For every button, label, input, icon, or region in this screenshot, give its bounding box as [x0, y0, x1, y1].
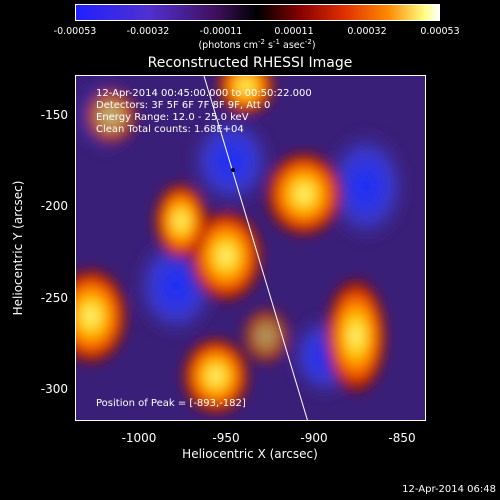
colorbar-tick: -0.00053 — [53, 26, 97, 37]
source-blob — [83, 86, 139, 146]
source-blob — [324, 276, 388, 396]
colorbar — [75, 4, 440, 21]
x-tick-label: -1000 — [121, 431, 157, 445]
colorbar-tick: -0.00011 — [199, 26, 243, 37]
peak-marker — [231, 168, 235, 172]
rhessi-image-plot: 12-Apr-2014 00:45:00.000 to 00:50:22.000… — [75, 75, 426, 421]
source-blob — [181, 336, 251, 416]
colorbar-tick: 0.00032 — [347, 26, 387, 37]
clean-counts-label: Clean Total counts: 1.68E+04 — [96, 124, 244, 135]
image-title: Reconstructed RHESSI Image — [147, 55, 353, 71]
y-axis-label: Heliocentric Y (arcsec) — [11, 180, 25, 316]
source-blob — [264, 150, 344, 238]
solar-limb-line — [203, 76, 308, 420]
energy-range-label: Energy Range: 12.0 - 25.0 keV — [96, 112, 249, 123]
image-map — [76, 76, 411, 420]
x-tick-label: -950 — [212, 431, 240, 445]
source-blob — [153, 181, 209, 261]
y-tick-label: -300 — [40, 382, 68, 396]
time-range-label: 12-Apr-2014 00:45:00.000 to 00:50:22.000 — [96, 88, 312, 99]
colorbar-tick: 0.00011 — [274, 26, 314, 37]
x-axis-label: Heliocentric X (arcsec) — [182, 447, 318, 461]
negative-region — [321, 126, 411, 246]
x-tick-label: -900 — [300, 431, 328, 445]
x-tick-label: -850 — [388, 431, 416, 445]
y-tick-label: -200 — [40, 199, 68, 213]
y-tick-label: -250 — [40, 291, 68, 305]
timestamp: 12-Apr-2014 06:48 — [402, 484, 496, 495]
negative-region — [186, 111, 276, 211]
source-blob — [76, 266, 129, 366]
source-blob — [216, 76, 276, 116]
colorbar-tick: -0.00032 — [126, 26, 170, 37]
colorbar-unit-label: (photons cm-2 s-1 asec-2) — [198, 38, 316, 52]
y-tick-label: -150 — [40, 108, 68, 122]
source-blob — [241, 306, 291, 366]
detectors-label: Detectors: 3F 5F 6F 7F 8F 9F, Att 0 — [96, 100, 271, 111]
peak-position-label: Position of Peak = [-893,-182] — [96, 398, 246, 409]
colorbar-tick: 0.00053 — [420, 26, 460, 37]
